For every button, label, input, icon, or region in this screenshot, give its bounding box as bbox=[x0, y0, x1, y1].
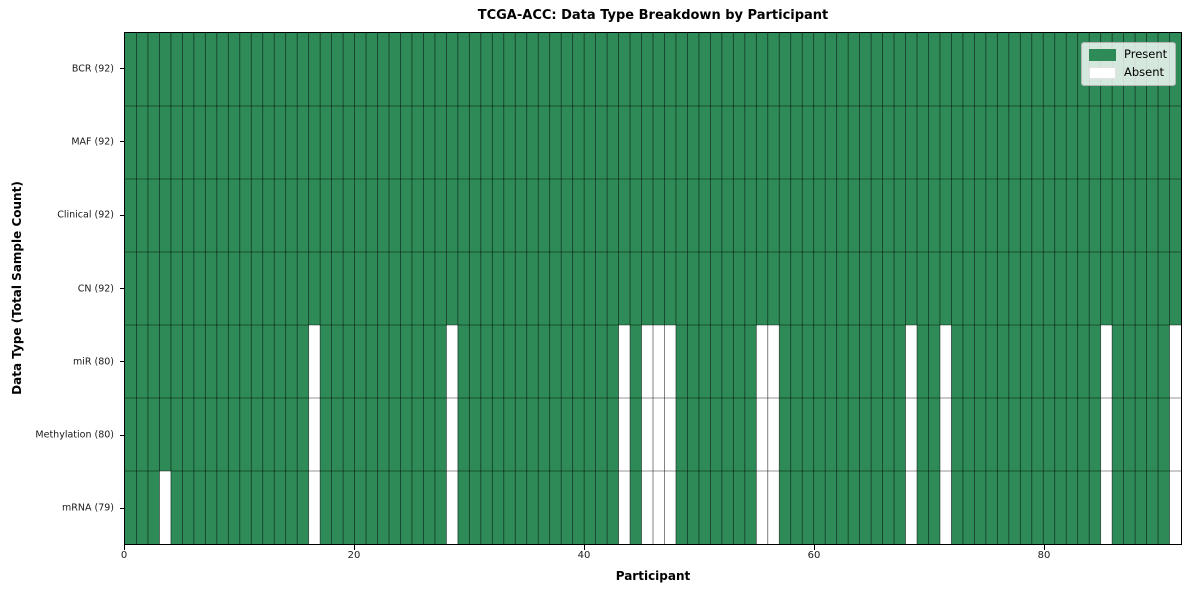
x-tick-mark bbox=[353, 545, 355, 550]
y-tick-mark bbox=[119, 507, 124, 509]
absent-cell bbox=[641, 398, 653, 471]
absent-cell bbox=[308, 471, 321, 544]
absent-cell bbox=[641, 471, 653, 544]
absent-cell bbox=[939, 325, 952, 398]
y-tick-mark bbox=[119, 361, 124, 363]
y-tick-mark bbox=[119, 288, 124, 289]
absent-cell bbox=[1169, 325, 1181, 398]
absent-cell bbox=[767, 325, 780, 398]
absent-cell bbox=[1100, 325, 1113, 398]
absent-cell bbox=[653, 471, 665, 544]
absent-cell bbox=[641, 325, 653, 398]
x-tick-mark bbox=[583, 545, 585, 550]
absent-cell bbox=[1100, 398, 1113, 471]
absent-cell bbox=[653, 325, 665, 398]
x-tick-label: 60 bbox=[807, 550, 821, 561]
absent-cell bbox=[756, 471, 768, 544]
y-tick-label: BCR (92) bbox=[71, 62, 114, 74]
y-tick-label: miR (80) bbox=[72, 356, 114, 368]
absent-cell bbox=[618, 471, 631, 544]
absent-cell bbox=[618, 325, 631, 398]
absent-cell bbox=[446, 471, 458, 544]
absent-cell bbox=[308, 325, 321, 398]
absent-cell bbox=[1169, 398, 1181, 471]
absent-cell bbox=[756, 398, 768, 471]
absent-cell bbox=[446, 398, 458, 471]
absent-cell bbox=[939, 398, 952, 471]
absent-cell bbox=[905, 471, 917, 544]
legend-label-absent: Absent bbox=[1124, 65, 1165, 80]
legend-label-present: Present bbox=[1124, 47, 1168, 62]
x-tick-mark bbox=[813, 545, 815, 550]
legend: Present Absent bbox=[1081, 42, 1176, 86]
present-swatch-icon bbox=[1089, 49, 1116, 61]
absent-cell bbox=[905, 325, 917, 398]
absent-cell bbox=[1169, 471, 1181, 544]
absent-cell bbox=[756, 325, 768, 398]
legend-item-absent: Absent bbox=[1089, 67, 1168, 79]
absent-cell bbox=[618, 398, 631, 471]
x-axis-label: Participant bbox=[615, 569, 691, 583]
legend-item-present: Present bbox=[1089, 49, 1168, 61]
chart-title: TCGA-ACC: Data Type Breakdown by Partici… bbox=[477, 8, 829, 23]
x-tick-label: 80 bbox=[1037, 550, 1051, 561]
absent-cell bbox=[159, 471, 171, 544]
absent-cell bbox=[767, 398, 780, 471]
heatmap-svg bbox=[125, 33, 1181, 544]
y-tick-label: MAF (92) bbox=[71, 136, 114, 148]
x-tick-mark bbox=[1043, 545, 1045, 550]
y-tick-label: mRNA (79) bbox=[62, 502, 114, 514]
absent-cell bbox=[664, 471, 676, 544]
absent-cell bbox=[767, 471, 780, 544]
absent-cell bbox=[1100, 471, 1113, 544]
absent-cell bbox=[653, 398, 665, 471]
y-tick-mark bbox=[119, 68, 124, 70]
plot-area bbox=[124, 32, 1182, 545]
absent-cell bbox=[308, 398, 321, 471]
x-tick-mark bbox=[123, 545, 125, 550]
absent-cell bbox=[664, 398, 676, 471]
absent-cell bbox=[905, 398, 917, 471]
y-tick-mark bbox=[119, 434, 124, 436]
y-tick-label: Methylation (80) bbox=[35, 429, 114, 441]
absent-swatch-icon bbox=[1089, 67, 1116, 79]
x-tick-label: 40 bbox=[577, 550, 591, 561]
x-tick-label: 20 bbox=[347, 550, 361, 561]
absent-cell bbox=[664, 325, 676, 398]
y-tick-label: Clinical (92) bbox=[57, 209, 114, 221]
absent-cell bbox=[939, 471, 952, 544]
absent-cell bbox=[446, 325, 458, 398]
y-tick-mark bbox=[119, 214, 124, 216]
y-tick-mark bbox=[119, 141, 124, 143]
y-tick-label: CN (92) bbox=[77, 282, 114, 294]
x-tick-label: 0 bbox=[120, 550, 128, 561]
